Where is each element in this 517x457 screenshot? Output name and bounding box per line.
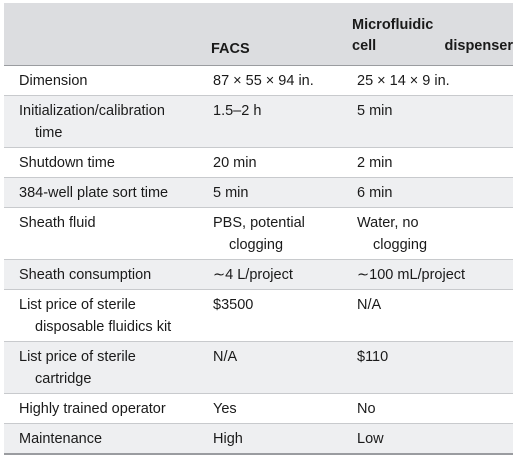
table-header: FACS Microfluidic cell dispenser (4, 3, 513, 66)
row-facs-value: High (211, 424, 352, 453)
row-dispenser-value: ∼100 mL/project (352, 260, 513, 289)
row-facs-value: N/A (211, 342, 352, 393)
row-facs-value: $3500 (211, 290, 352, 341)
row-label-line: Sheath fluid (19, 215, 96, 231)
row-facs-value-line: Yes (213, 401, 237, 417)
row-label-line: Shutdown time (19, 155, 115, 171)
row-dispenser-value: Low (352, 424, 513, 453)
row-label-line: cartridge (35, 371, 92, 387)
row-facs-value: 5 min (211, 178, 352, 207)
row-label-line: List price of sterile (19, 349, 136, 365)
row-dispenser-value-line: Low (357, 431, 384, 447)
row-label-line: Initialization/calibration (19, 103, 165, 119)
row-facs-value-line: PBS, potential (213, 215, 305, 231)
row-label-line: Highly trained operator (19, 401, 166, 417)
header-cell-empty (4, 3, 211, 65)
row-dispenser-value-line: 6 min (357, 185, 393, 201)
row-label-line: Sheath consumption (19, 267, 152, 283)
row-facs-value: 87 × 55 × 94 in. (211, 66, 352, 95)
row-dispenser-value-line: ∼100 mL/project (357, 267, 466, 283)
row-label-line: List price of sterile (19, 297, 136, 313)
row-dispenser-value-line: 5 min (357, 103, 393, 119)
table-row: Shutdown time 20 min 2 min (4, 148, 513, 178)
row-facs-value-line: 87 × 55 × 94 in. (213, 73, 314, 89)
row-facs-value: ∼4 L/project (211, 260, 352, 289)
row-label: Shutdown time (4, 148, 211, 177)
row-dispenser-value: 2 min (352, 148, 513, 177)
row-dispenser-value: $110 (352, 342, 513, 393)
row-facs-value: 1.5–2 h (211, 96, 352, 147)
row-label: Highly trained operator (4, 394, 211, 423)
row-facs-value-line: ∼4 L/project (213, 267, 293, 283)
row-dispenser-value: 25 × 14 × 9 in. (352, 66, 513, 95)
row-facs-value: PBS, potential clogging (211, 208, 352, 259)
row-label-line: disposable fluidics kit (35, 319, 172, 335)
row-facs-value-line: 1.5–2 h (213, 103, 262, 119)
row-dispenser-value-line: $110 (357, 349, 389, 365)
row-dispenser-value-line: No (357, 401, 376, 417)
table-row: Sheath fluid PBS, potential clogging Water,… (4, 208, 513, 260)
table-row: Sheath consumption ∼4 L/project ∼100 mL/pr… (4, 260, 513, 290)
row-label: List price of sterile cartridge (4, 342, 211, 393)
table-row: Highly trained operator Yes No (4, 394, 513, 424)
row-facs-value-line: 5 min (213, 185, 249, 201)
row-dispenser-value-line: clogging (373, 237, 428, 253)
row-facs-value: 20 min (211, 148, 352, 177)
row-dispenser-value: 6 min (352, 178, 513, 207)
table-row: List price of sterile cartridge N/A $110 (4, 342, 513, 394)
row-dispenser-value: N/A (352, 290, 513, 341)
header-cell-dispenser: Microfluidic cell dispenser (352, 3, 513, 65)
header-dispenser-line2: dispenser (444, 38, 514, 54)
header-dispenser-line1: Microfluidic cell (352, 17, 434, 54)
row-facs-value-line: N/A (213, 349, 238, 365)
row-label: Sheath consumption (4, 260, 211, 289)
table-row: 384-well plate sort time 5 min 6 min (4, 178, 513, 208)
row-label-line: Dimension (19, 73, 88, 89)
row-dispenser-value: 5 min (352, 96, 513, 147)
row-label-line: time (35, 125, 63, 141)
row-facs-value-line: clogging (229, 237, 284, 253)
header-cell-facs: FACS (211, 41, 250, 57)
row-label-line: 384-well plate sort time (19, 185, 169, 201)
row-dispenser-value: Water, no clogging (352, 208, 513, 259)
comparison-table: FACS Microfluidic cell dispenser Dimensi… (4, 3, 513, 455)
row-facs-value-line: $3500 (213, 297, 254, 313)
row-label-line: Maintenance (19, 431, 103, 447)
row-facs-value-line: 20 min (213, 155, 257, 171)
row-label: 384-well plate sort time (4, 178, 211, 207)
row-dispenser-value-line: 2 min (357, 155, 393, 171)
row-label: Dimension (4, 66, 211, 95)
row-label: Initialization/calibration time (4, 96, 211, 147)
row-facs-value-line: High (213, 431, 243, 447)
row-label: List price of sterile disposable fluidics… (4, 290, 211, 341)
table-row: Initialization/calibration time 1.5–2 h 5 m… (4, 96, 513, 148)
table-row: Maintenance High Low (4, 424, 513, 455)
row-facs-value: Yes (211, 394, 352, 423)
table-row: Dimension 87 × 55 × 94 in. 25 × 14 × 9 in. (4, 66, 513, 96)
row-dispenser-value-line: 25 × 14 × 9 in. (357, 73, 450, 89)
table-body: Dimension 87 × 55 × 94 in. 25 × 14 × 9 in.… (4, 66, 513, 455)
table-row: List price of sterile disposable fluidics… (4, 290, 513, 342)
row-dispenser-value: No (352, 394, 513, 423)
row-label: Maintenance (4, 424, 211, 453)
row-label: Sheath fluid (4, 208, 211, 259)
row-dispenser-value-line: N/A (357, 297, 382, 313)
row-dispenser-value-line: Water, no (357, 215, 419, 231)
